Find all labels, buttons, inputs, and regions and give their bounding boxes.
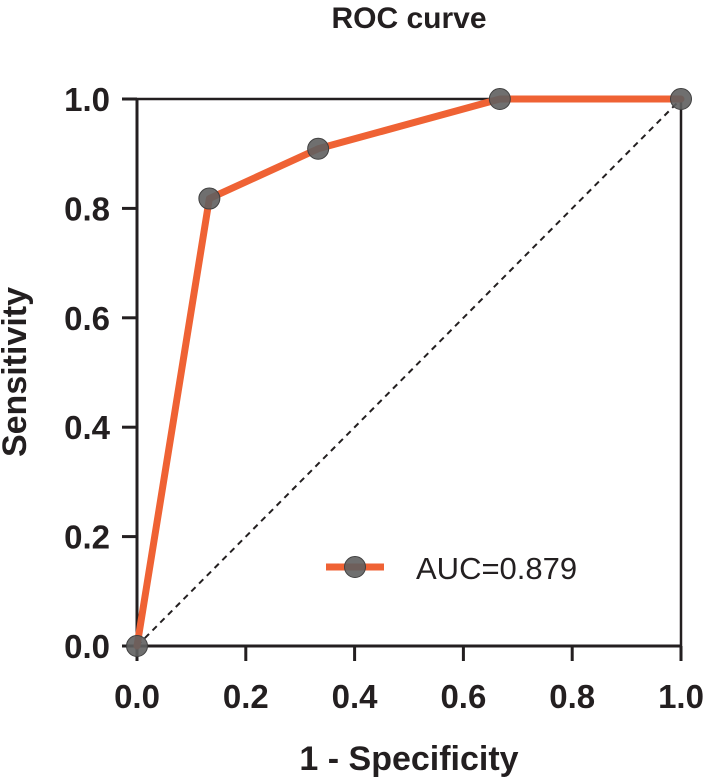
- y-tick-label: 0.8: [64, 190, 110, 227]
- roc-data-point: [126, 635, 148, 657]
- x-axis-label: 1 - Specificity: [299, 740, 518, 778]
- x-tick-label: 0.6: [440, 678, 486, 715]
- x-tick-label: 0.0: [114, 678, 160, 715]
- legend: AUC=0.879: [326, 551, 577, 586]
- y-tick-label: 0.2: [64, 519, 110, 556]
- roc-data-point: [670, 88, 692, 110]
- y-tick-label: 0.0: [64, 628, 110, 665]
- y-axis-label: Sensitivity: [0, 287, 34, 457]
- y-tick-label: 1.0: [64, 81, 110, 118]
- y-tick-label: 0.6: [64, 300, 110, 337]
- legend-label: AUC=0.879: [416, 551, 577, 586]
- plot-area: 0.0 0.2 0.4 0.6 0.8 1.0 0.0 0.2 0.4 0.6 0.8 1.0: [64, 81, 704, 715]
- legend-marker: [344, 556, 366, 578]
- roc-data-point: [198, 187, 221, 210]
- roc-data-point: [307, 137, 330, 160]
- roc-data-point: [488, 88, 511, 110]
- reference-diagonal: [136, 98, 682, 647]
- chart-title: ROC curve: [331, 2, 486, 35]
- x-tick-label: 0.8: [549, 678, 595, 715]
- x-tick-label: 0.2: [223, 678, 269, 715]
- x-tick-label: 0.4: [332, 678, 379, 715]
- y-tick-label: 0.4: [64, 409, 111, 446]
- x-tick-label: 1.0: [658, 678, 704, 715]
